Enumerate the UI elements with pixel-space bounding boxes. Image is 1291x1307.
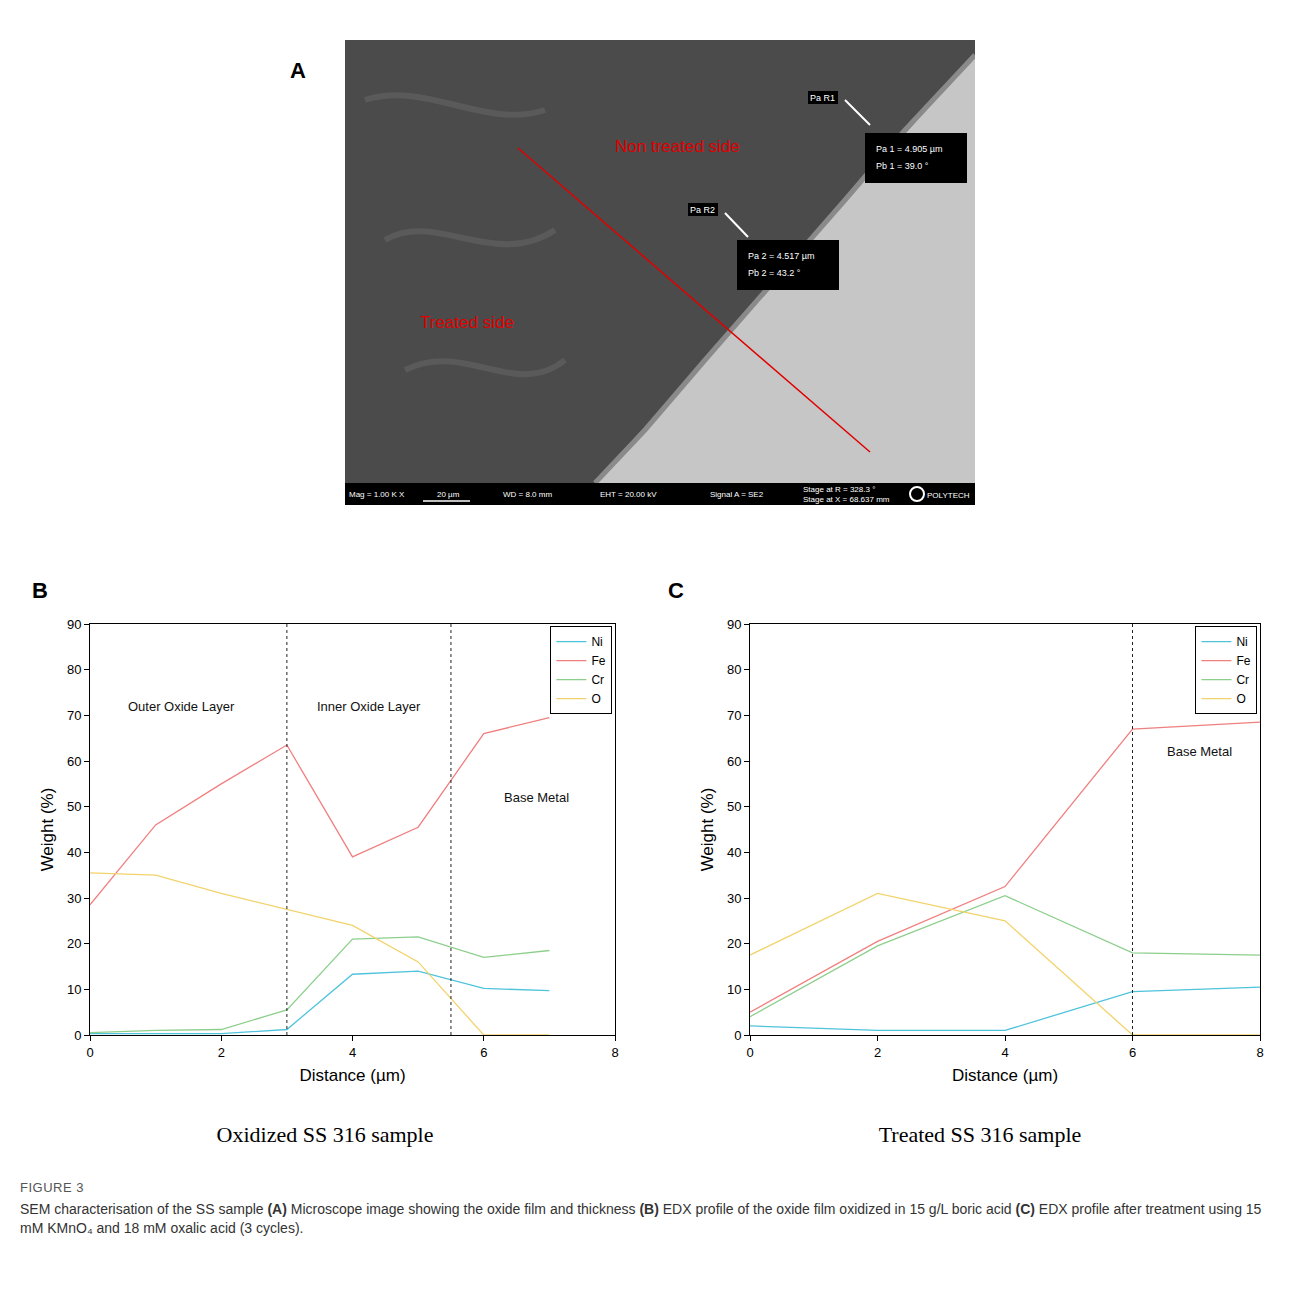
svg-text:70: 70 [67, 708, 81, 723]
svg-text:Pb 1 = 39.0 °: Pb 1 = 39.0 ° [876, 161, 929, 171]
svg-text:50: 50 [727, 799, 741, 814]
svg-text:0: 0 [746, 1045, 753, 1060]
svg-text:0: 0 [74, 1028, 81, 1043]
svg-text:Pa R1: Pa R1 [810, 93, 835, 103]
svg-text:Non treated side: Non treated side [615, 137, 740, 156]
svg-text:Pa R2: Pa R2 [690, 205, 715, 215]
svg-text:90: 90 [727, 617, 741, 632]
svg-text:90: 90 [67, 617, 81, 632]
svg-text:Ni: Ni [591, 635, 602, 649]
html-text:SEM characterisation of the SS: SEM characterisation of the SS sample (A… [20, 1201, 1262, 1236]
svg-text:20 µm: 20 µm [437, 490, 460, 499]
svg-text:Pa 2 = 4.517 µm: Pa 2 = 4.517 µm [748, 251, 814, 261]
svg-text:Weight (%): Weight (%) [38, 788, 57, 872]
svg-text:Base Metal: Base Metal [1167, 744, 1232, 759]
html-text:FIGURE 3: FIGURE 3 [20, 1180, 84, 1195]
svg-text:0: 0 [86, 1045, 93, 1060]
svg-text:Fe: Fe [1236, 654, 1250, 668]
svg-text:Treated side: Treated side [420, 313, 514, 332]
svg-text:Pa 1 = 4.905 µm: Pa 1 = 4.905 µm [876, 144, 942, 154]
svg-text:Distance (µm): Distance (µm) [952, 1066, 1058, 1085]
svg-text:Stage at R = 328.3 °: Stage at R = 328.3 ° [803, 485, 875, 494]
svg-text:8: 8 [611, 1045, 618, 1060]
svg-text:6: 6 [480, 1045, 487, 1060]
svg-text:WD = 8.0 mm: WD = 8.0 mm [503, 490, 552, 499]
html-text:B: B [32, 578, 48, 603]
svg-text:30: 30 [67, 891, 81, 906]
svg-text:Signal A = SE2: Signal A = SE2 [710, 490, 764, 499]
svg-text:Base Metal: Base Metal [504, 790, 569, 805]
svg-text:Ni: Ni [1236, 635, 1247, 649]
html-text:A: A [290, 58, 306, 83]
html-text:C: C [668, 578, 684, 603]
svg-text:6: 6 [1129, 1045, 1136, 1060]
svg-text:40: 40 [727, 845, 741, 860]
svg-text:Pb 2 = 43.2 °: Pb 2 = 43.2 ° [748, 268, 801, 278]
svg-text:2: 2 [874, 1045, 881, 1060]
svg-text:O: O [1236, 692, 1245, 706]
svg-text:4: 4 [1001, 1045, 1008, 1060]
svg-text:20: 20 [67, 936, 81, 951]
svg-text:0: 0 [734, 1028, 741, 1043]
svg-text:Stage at X = 68.637 mm: Stage at X = 68.637 mm [803, 495, 890, 504]
svg-text:70: 70 [727, 708, 741, 723]
svg-text:POLYTECH: POLYTECH [927, 491, 970, 500]
svg-text:60: 60 [727, 754, 741, 769]
svg-text:8: 8 [1256, 1045, 1263, 1060]
svg-text:2: 2 [218, 1045, 225, 1060]
svg-text:Mag = 1.00 K X: Mag = 1.00 K X [349, 490, 405, 499]
svg-text:50: 50 [67, 799, 81, 814]
svg-text:40: 40 [67, 845, 81, 860]
svg-text:4: 4 [349, 1045, 356, 1060]
svg-text:10: 10 [67, 982, 81, 997]
svg-text:60: 60 [67, 754, 81, 769]
svg-text:Inner Oxide Layer: Inner Oxide Layer [317, 699, 421, 714]
svg-text:Cr: Cr [591, 673, 604, 687]
svg-text:EHT = 20.00 kV: EHT = 20.00 kV [600, 490, 657, 499]
html-text:Treated SS 316 sample: Treated SS 316 sample [878, 1122, 1082, 1147]
svg-text:O: O [591, 692, 600, 706]
svg-text:10: 10 [727, 982, 741, 997]
svg-text:30: 30 [727, 891, 741, 906]
svg-text:Cr: Cr [1236, 673, 1249, 687]
svg-text:80: 80 [727, 662, 741, 677]
html-text:Oxidized SS 316 sample: Oxidized SS 316 sample [216, 1122, 434, 1147]
svg-text:20: 20 [727, 936, 741, 951]
svg-text:80: 80 [67, 662, 81, 677]
svg-text:Fe: Fe [591, 654, 605, 668]
svg-text:Weight (%): Weight (%) [698, 788, 717, 872]
svg-text:Distance (µm): Distance (µm) [299, 1066, 405, 1085]
svg-text:Outer Oxide Layer: Outer Oxide Layer [128, 699, 235, 714]
